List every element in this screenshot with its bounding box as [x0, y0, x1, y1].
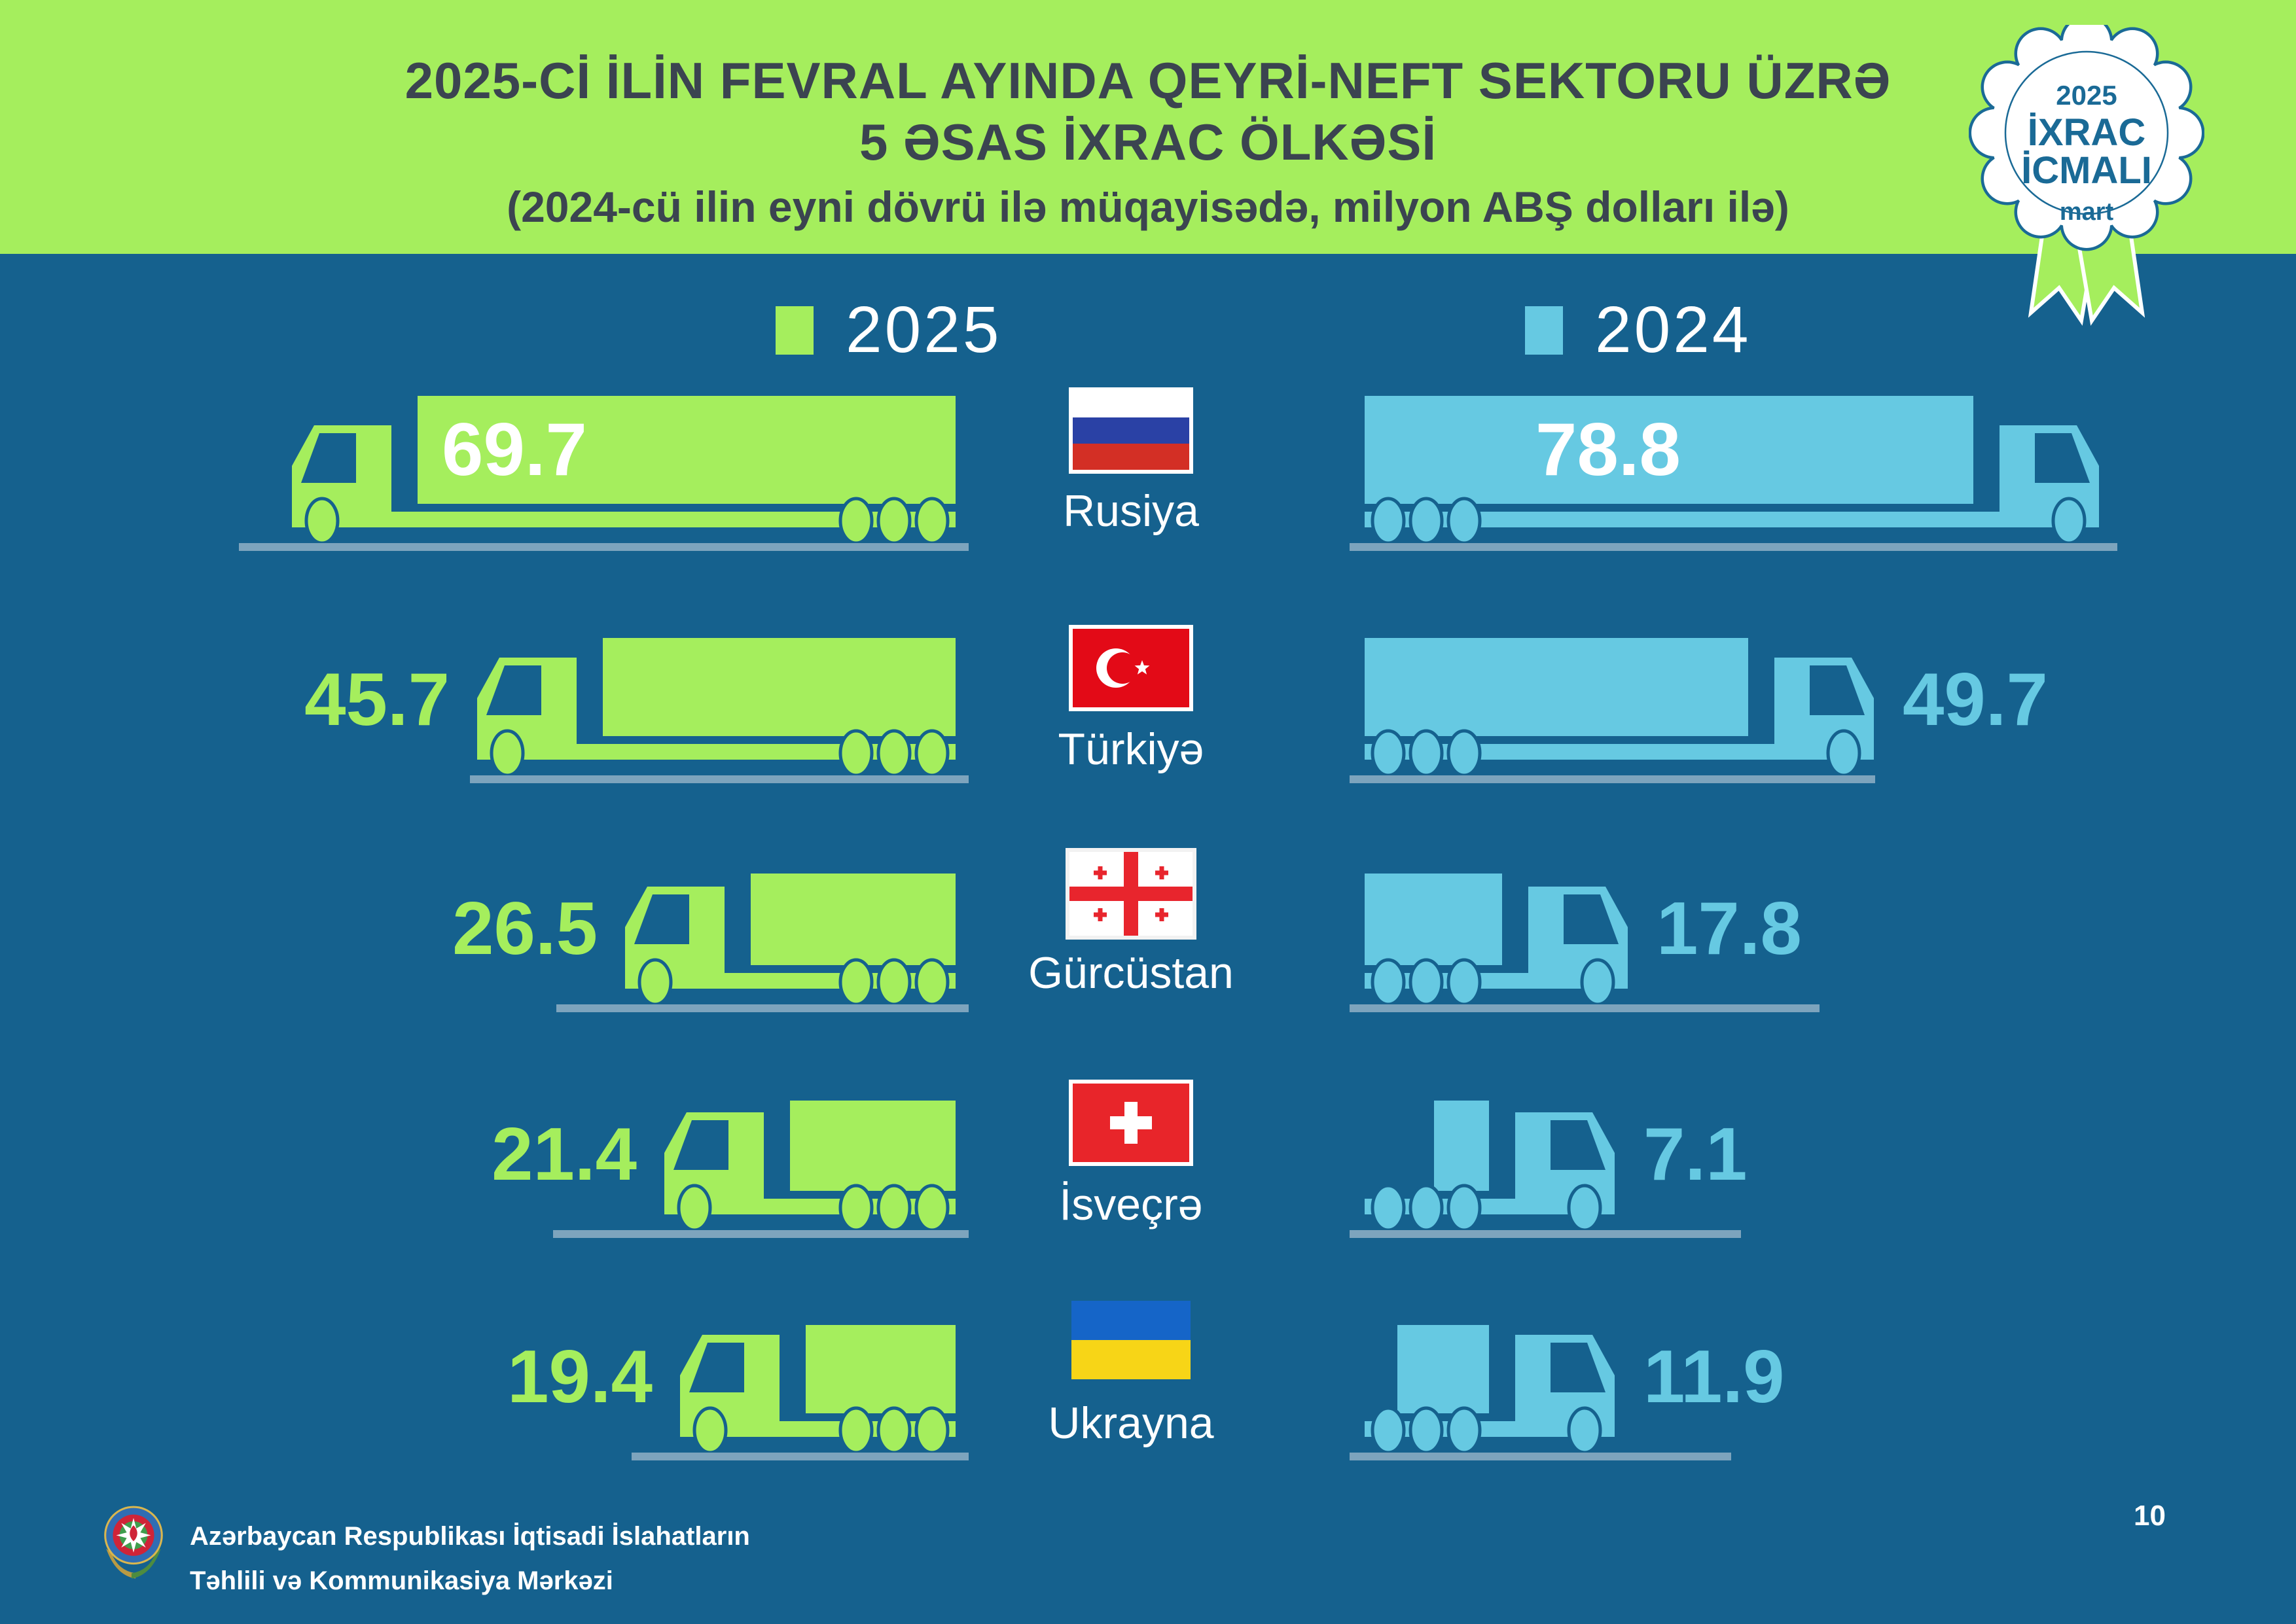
flag-russia	[1069, 387, 1193, 474]
truck-2025-switzerland	[659, 1101, 956, 1232]
badge-seal: 2025 İXRAC İCMALI mart	[1968, 14, 2205, 332]
value-2025-russia: 69.7	[442, 408, 587, 491]
value-2024-turkey: 49.7	[1903, 658, 2048, 741]
flag-turkey	[1069, 625, 1193, 711]
legend-label-2024: 2024	[1595, 293, 1751, 366]
footer-org-line2: Təhlili və Kommunikasiya Mərkəzi	[190, 1566, 613, 1595]
truck-2024-ukraine	[1365, 1325, 1620, 1455]
badge-seal-graphic: 2025 İXRAC İCMALI mart	[1968, 14, 2205, 326]
flag-switzerland	[1069, 1080, 1193, 1166]
legend-swatch-2025	[776, 306, 814, 355]
emblem-oak-branch	[131, 1548, 161, 1579]
ground-line-left-russia	[239, 543, 969, 551]
value-2024-ukraine: 11.9	[1643, 1335, 1785, 1419]
title-line1: 2025-Cİ İLİN FEVRAL AYINDA QEYRİ-NEFT SE…	[404, 52, 1892, 109]
ground-line-left-ukraine	[632, 1453, 969, 1460]
legend-label-2025: 2025	[846, 293, 1002, 366]
badge-inner-ring	[2004, 50, 2169, 215]
flag-ukraine	[1071, 1301, 1191, 1379]
flag-georgia	[1066, 848, 1196, 940]
badge-scallop-fill	[1971, 18, 2202, 248]
value-2024-switzerland: 7.1	[1643, 1113, 1748, 1196]
badge-line1: İXRAC	[2028, 111, 2145, 154]
ground-line-right-russia	[1350, 543, 2117, 551]
legend-swatch-2024	[1525, 306, 1563, 355]
ground-line-left-switzerland	[553, 1230, 969, 1238]
value-2025-switzerland: 21.4	[492, 1113, 637, 1196]
badge-line2: İCMALI	[2021, 149, 2152, 192]
value-2024-georgia: 17.8	[1657, 887, 1802, 970]
country-label-georgia: Gürcüstan	[1028, 948, 1234, 998]
ground-line-right-georgia	[1350, 1004, 1820, 1012]
value-2025-ukraine: 19.4	[507, 1335, 653, 1419]
title-subtitle: (2024-cü ilin eyni dövrü ilə müqayisədə,…	[507, 183, 1789, 231]
header-banner: 2025-Cİ İLİN FEVRAL AYINDA QEYRİ-NEFT SE…	[0, 0, 2296, 254]
truck-2025-georgia	[620, 874, 956, 1006]
country-label-russia: Rusiya	[1063, 486, 1199, 536]
badge-month: mart	[2060, 198, 2114, 226]
truck-2024-georgia	[1365, 874, 1633, 1006]
country-label-turkey: Türkiyə	[1058, 724, 1204, 774]
ground-line-right-switzerland	[1350, 1230, 1741, 1238]
title-line2: 5 ƏSAS İXRAC ÖLKƏSİ	[859, 113, 1437, 171]
ground-line-right-turkey	[1350, 775, 1875, 783]
footer-org-line1: Azərbaycan Respublikası İqtisadi İslahat…	[190, 1522, 750, 1551]
country-label-switzerland: İsveçrə	[1059, 1180, 1203, 1229]
ground-line-right-ukraine	[1350, 1453, 1731, 1460]
truck-2025-turkey	[472, 638, 956, 777]
emblem-flame	[130, 1525, 137, 1542]
value-2024-russia: 78.8	[1535, 408, 1681, 491]
ground-line-left-turkey	[470, 775, 969, 783]
truck-2024-russia	[1365, 396, 2104, 545]
page-number: 10	[2134, 1500, 2166, 1532]
ground-line-left-georgia	[556, 1004, 969, 1012]
azerbaijan-emblem-logo	[97, 1498, 170, 1585]
truck-2024-turkey	[1365, 638, 1879, 777]
truck-2025-russia	[287, 396, 956, 545]
truck-2024-switzerland	[1365, 1101, 1620, 1232]
value-2025-georgia: 26.5	[452, 887, 598, 970]
badge-year: 2025	[2056, 80, 2117, 111]
value-2025-turkey: 45.7	[304, 658, 450, 741]
truck-2025-ukraine	[675, 1325, 956, 1455]
country-label-ukraine: Ukrayna	[1048, 1398, 1214, 1448]
